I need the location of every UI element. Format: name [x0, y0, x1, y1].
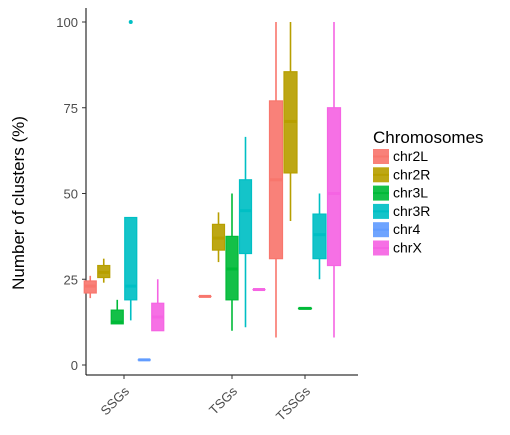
legend: Chromosomes chr2L chr2R chr3L chr3R chr4 chrX — [373, 128, 484, 256]
legend-item-chrX: chrX — [373, 240, 422, 256]
y-tick-label: 25 — [64, 272, 78, 287]
plot-area: 0 25 50 75 100 SSGs TSGs TSSGs — [56, 8, 358, 424]
box-chr3R-TSSGs — [312, 193, 327, 280]
box-chr2R-SSGs — [97, 258, 111, 283]
box-body — [124, 216, 138, 301]
legend-item-chr2R: chr2R — [373, 166, 430, 183]
box-body — [312, 213, 327, 260]
box-chr2R-TSGs — [211, 212, 226, 263]
box-body — [238, 179, 253, 255]
box-chr2L-SSGs — [83, 275, 97, 299]
legend-item-chr3L: chr3L — [373, 185, 428, 201]
legend-title: Chromosomes — [373, 128, 484, 147]
legend-label: chr3L — [393, 185, 428, 201]
legend-item-chr3R: chr3R — [373, 203, 430, 219]
x-tick-label: TSSGs — [273, 383, 314, 424]
legend-label: chr2R — [393, 166, 430, 182]
box-body — [326, 107, 342, 267]
x-tick-label: SSGs — [97, 383, 132, 418]
legend-item-chr4: chr4 — [373, 221, 420, 238]
legend-label: chr4 — [393, 221, 420, 237]
box-chr3R-SSGs — [124, 20, 138, 321]
legend-label: chrX — [393, 240, 422, 256]
y-tick-label: 100 — [56, 15, 78, 30]
y-tick-label: 50 — [64, 187, 78, 202]
box-chrX-TSSGs — [326, 22, 342, 338]
box-chr2R-TSSGs — [283, 22, 298, 221]
y-tick-label: 0 — [71, 358, 78, 373]
x-tick-label: TSGs — [206, 383, 240, 417]
legend-label: chr3R — [393, 203, 430, 219]
y-tick-label: 75 — [64, 101, 78, 116]
box-chrX-SSGs — [151, 279, 165, 332]
box-chr3L-SSGs — [110, 299, 124, 325]
y-axis-title: Number of clusters (%) — [9, 116, 28, 290]
box-outlier — [128, 20, 133, 24]
legend-label: chr2L — [393, 148, 428, 164]
legend-item-chr2L: chr2L — [373, 148, 428, 164]
box-chr2L-TSSGs — [268, 22, 284, 338]
box-chr3L-TSGs — [225, 193, 239, 331]
box-body — [110, 309, 124, 325]
box-chr3R-TSGs — [238, 136, 253, 328]
